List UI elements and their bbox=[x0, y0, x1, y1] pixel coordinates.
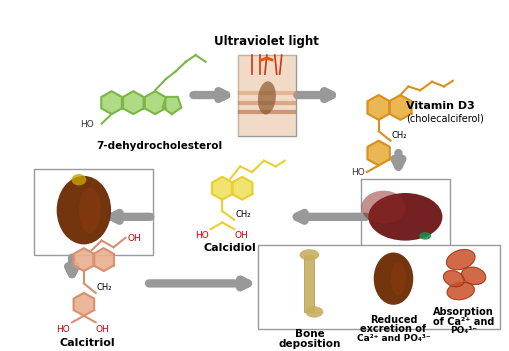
Ellipse shape bbox=[258, 81, 275, 114]
Text: Reduced: Reduced bbox=[369, 315, 416, 325]
Ellipse shape bbox=[360, 191, 405, 224]
Ellipse shape bbox=[367, 193, 442, 240]
Text: CH₂: CH₂ bbox=[235, 210, 250, 219]
Polygon shape bbox=[232, 177, 252, 200]
Text: Bone: Bone bbox=[294, 329, 324, 339]
Ellipse shape bbox=[299, 249, 319, 260]
Text: excretion of: excretion of bbox=[360, 324, 426, 334]
Bar bbox=[360, 179, 449, 255]
Ellipse shape bbox=[445, 250, 474, 270]
Ellipse shape bbox=[56, 176, 111, 244]
Polygon shape bbox=[367, 141, 389, 165]
Polygon shape bbox=[123, 91, 144, 114]
Text: HO: HO bbox=[350, 168, 364, 177]
Text: Ultraviolet light: Ultraviolet light bbox=[214, 35, 319, 48]
Bar bbox=[304, 255, 314, 312]
Text: OH: OH bbox=[127, 234, 141, 243]
Text: (cholecalciferol): (cholecalciferol) bbox=[406, 114, 483, 124]
Text: OH: OH bbox=[96, 325, 109, 334]
Polygon shape bbox=[212, 177, 232, 200]
Text: Ca²⁺ and PO₄³⁻: Ca²⁺ and PO₄³⁻ bbox=[356, 334, 430, 343]
Polygon shape bbox=[73, 293, 94, 316]
Ellipse shape bbox=[71, 174, 86, 185]
Bar bbox=[258, 245, 499, 329]
Text: of Ca²⁺ and: of Ca²⁺ and bbox=[432, 317, 493, 327]
Ellipse shape bbox=[446, 282, 473, 300]
Text: PO₄³⁻: PO₄³⁻ bbox=[449, 326, 476, 335]
Polygon shape bbox=[162, 97, 181, 114]
Text: Vitamin D3: Vitamin D3 bbox=[406, 100, 474, 111]
Text: HO: HO bbox=[56, 325, 70, 334]
Text: HO: HO bbox=[194, 231, 208, 240]
Polygon shape bbox=[388, 95, 411, 120]
Bar bbox=[238, 55, 295, 136]
Ellipse shape bbox=[461, 267, 485, 285]
Text: OH: OH bbox=[234, 231, 247, 240]
Polygon shape bbox=[93, 248, 114, 271]
Bar bbox=[35, 169, 153, 255]
Ellipse shape bbox=[442, 271, 463, 287]
Text: HO: HO bbox=[80, 120, 94, 129]
Text: CH₂: CH₂ bbox=[391, 131, 406, 140]
Text: CH₂: CH₂ bbox=[97, 283, 112, 292]
Text: Calcitriol: Calcitriol bbox=[59, 338, 115, 347]
Bar bbox=[238, 55, 295, 136]
Polygon shape bbox=[367, 95, 389, 120]
Ellipse shape bbox=[79, 187, 100, 233]
Text: Calcidiol: Calcidiol bbox=[204, 243, 256, 252]
Polygon shape bbox=[145, 91, 165, 114]
Polygon shape bbox=[101, 91, 122, 114]
Ellipse shape bbox=[305, 306, 323, 318]
Text: Absorption: Absorption bbox=[433, 307, 493, 317]
Ellipse shape bbox=[418, 232, 430, 240]
Ellipse shape bbox=[390, 262, 405, 295]
Polygon shape bbox=[73, 248, 94, 271]
Text: 7-dehydrocholesterol: 7-dehydrocholesterol bbox=[97, 141, 222, 151]
Ellipse shape bbox=[373, 252, 412, 305]
Text: deposition: deposition bbox=[278, 339, 340, 349]
